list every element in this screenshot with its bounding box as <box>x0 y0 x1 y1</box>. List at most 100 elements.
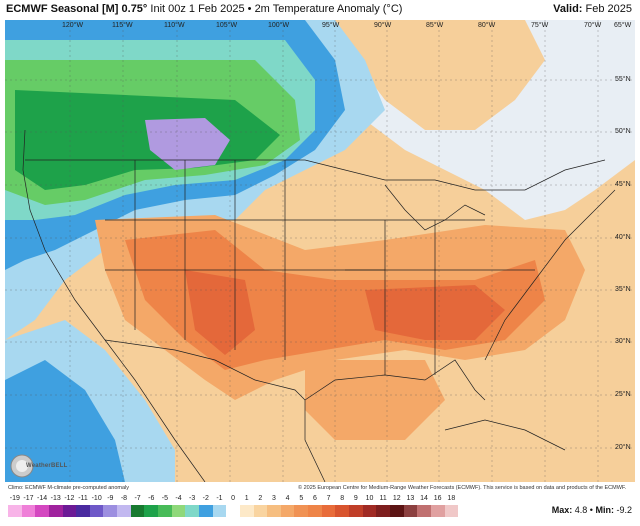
us-canada-border <box>25 159 606 191</box>
lon-label-95w: 95°W <box>322 22 340 29</box>
colorbar-swatch <box>349 505 363 517</box>
colorbar-tick-label: 0 <box>231 495 236 502</box>
colorbar-tick-label: 7 <box>326 495 331 502</box>
lon-label-65w: 65°W <box>614 22 632 29</box>
max-value: 4.8 <box>574 505 588 515</box>
colorbar-tick-label: -12 <box>64 495 75 502</box>
cuba-outline <box>444 419 566 451</box>
colorbar-tick-label: -14 <box>37 495 48 502</box>
colorbar-swatch <box>308 505 322 517</box>
init-time: Init 00z 1 Feb 2025 <box>150 3 245 15</box>
colorbar-tick-label: 3 <box>272 495 276 502</box>
lon-label-70w: 70°W <box>584 22 602 29</box>
lon-label-90w: 90°W <box>374 22 392 29</box>
colorbar-swatch <box>130 505 145 517</box>
lat-label-30n: 30°N <box>615 338 631 345</box>
colorbar-swatch <box>321 505 336 517</box>
anomaly-map-svg <box>5 20 635 482</box>
colorbar-tick-label: 9 <box>353 495 358 502</box>
colorbar-tick-label: -13 <box>50 495 61 502</box>
colorbar-swatch <box>76 505 90 517</box>
colorbar-swatch <box>239 505 254 517</box>
colorbar-swatch <box>280 505 295 517</box>
colorbar-tick-label: -1 <box>216 495 223 502</box>
lon-label-85w: 85°W <box>426 22 444 29</box>
mild-warm-region-north <box>335 20 545 130</box>
colorbar-swatch <box>376 505 390 517</box>
colorbar-tick-label: 11 <box>379 495 387 502</box>
header-bar: ECMWF Seasonal [M] 0.75° Init 00z 1 Feb … <box>0 0 640 20</box>
colorbar-swatch <box>144 505 159 517</box>
colorbar-swatch <box>430 505 445 517</box>
colorbar-swatch <box>158 505 172 517</box>
colorbar-swatch <box>21 505 36 517</box>
colorbar-tick-label: -9 <box>107 495 114 502</box>
colorbar-tick-label: -8 <box>120 495 128 502</box>
lon-label-80w: 80°W <box>478 22 496 29</box>
mexico-coast <box>104 339 206 482</box>
deep-cold-region <box>145 118 230 170</box>
colorbar-tick-label: -17 <box>23 495 34 502</box>
stats-separator: • <box>589 505 593 515</box>
colorbar-tick-label: 5 <box>299 495 304 502</box>
lat-label-55n: 55°N <box>615 76 631 83</box>
model-name: ECMWF Seasonal [M] <box>6 3 119 15</box>
lat-label-35n: 35°N <box>615 286 631 293</box>
colorbar-swatch <box>171 505 186 517</box>
colorbar-tick-label: -11 <box>78 495 88 502</box>
colorbar-swatch <box>89 505 104 517</box>
colorbar-swatch <box>35 505 49 517</box>
warmest-region-southwest <box>185 270 255 355</box>
colorbar-swatch <box>226 505 240 517</box>
title-separator: • <box>247 3 252 15</box>
colorbar-tick-label: 6 <box>312 495 317 502</box>
logo-text: WeatherBELL <box>26 463 68 469</box>
colorbar-tick-label: 1 <box>244 495 249 502</box>
colorbar-swatch <box>48 505 63 517</box>
colorbar-swatch <box>267 505 281 517</box>
lat-label-45n: 45°N <box>615 181 631 188</box>
colorbar-swatch <box>417 505 431 517</box>
colorbar-swatch <box>335 505 350 517</box>
max-label: Max: <box>551 505 573 515</box>
colorbar-swatch <box>444 505 459 517</box>
political-boundaries <box>22 129 616 482</box>
colorbar-tick-label: -6 <box>148 495 155 502</box>
colorbar-swatch <box>103 505 118 517</box>
colorbar-tick-label: 13 <box>406 495 415 502</box>
ecmwf-credit: © 2025 European Centre for Medium-Range … <box>298 485 627 491</box>
colorbar-tick-label: -10 <box>91 495 102 502</box>
colorbar-tick-label: 2 <box>258 495 263 502</box>
colorbar-tick-label: -19 <box>9 495 20 502</box>
colorbar-ticks: -19 -17 -14 -13 -12 -11 -10 -9 -8 -7 -6 -5 -4 -3 -2 -1 0… <box>8 495 458 505</box>
lon-label-100w: 100°W <box>268 22 290 29</box>
colorbar-tick-label: 18 <box>447 495 456 502</box>
lon-label-120w: 120°W <box>62 22 84 29</box>
valid-time: Valid: Feb 2025 <box>553 3 632 15</box>
colorbar-swatch <box>212 505 227 517</box>
colorbar-swatch <box>403 505 418 517</box>
lat-label-40n: 40°N <box>615 234 631 241</box>
valid-label: Valid: <box>553 3 583 15</box>
colorbar-tick-label: -3 <box>189 495 196 502</box>
lon-label-115w: 115°W <box>112 22 133 29</box>
anomaly-map <box>5 20 635 482</box>
lat-label-50n: 50°N <box>615 128 631 135</box>
colorbar-tick-label: 4 <box>285 495 290 502</box>
max-min-stats: Max: 4.8 • Min: -9.2 <box>552 505 632 515</box>
colorbar <box>8 505 459 517</box>
colorbar-swatch <box>185 505 199 517</box>
colorbar-swatch <box>294 505 309 517</box>
us-mexico-border <box>104 339 306 401</box>
weatherbell-logo-icon <box>10 454 34 478</box>
lat-label-20n: 20°N <box>615 444 631 451</box>
min-value: -9.2 <box>616 505 632 515</box>
map-title: ECMWF Seasonal [M] 0.75° Init 00z 1 Feb … <box>6 3 402 15</box>
colorbar-swatch <box>389 505 404 517</box>
lon-label-110w: 110°W <box>164 22 185 29</box>
lon-label-75w: 75°W <box>531 22 549 29</box>
mexico-east-coast <box>304 400 326 482</box>
graticule <box>5 20 635 482</box>
colorbar-tick-label: 8 <box>340 495 345 502</box>
model-resolution: 0.75° <box>121 3 148 15</box>
